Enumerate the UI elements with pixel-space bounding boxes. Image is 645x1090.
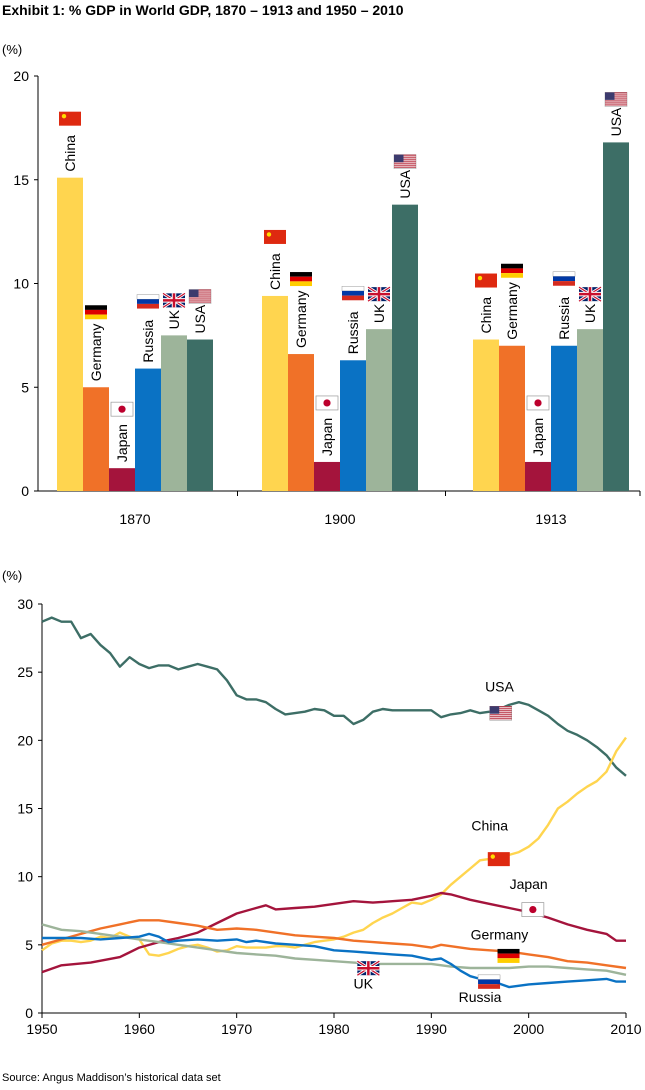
bar (473, 339, 499, 491)
germany-flag-icon (497, 948, 520, 963)
uk-flag-icon (162, 292, 186, 309)
bar-label: Japan (530, 418, 546, 456)
series-label: Germany (471, 926, 529, 942)
china-flag-icon (475, 273, 497, 288)
y-tick-label: 5 (21, 379, 29, 395)
uk-flag-icon (356, 959, 381, 977)
source-note: Source: Angus Maddison’s historical data… (2, 1072, 221, 1084)
y-axis-unit-label: (%) (2, 568, 22, 583)
bar-label: USA (192, 304, 208, 333)
usa-flag-icon (188, 289, 212, 304)
bar-label: Germany (88, 324, 104, 382)
bar-label: China (478, 297, 494, 334)
y-tick-label: 0 (21, 483, 29, 499)
bar-label: UK (582, 303, 598, 323)
bar (161, 335, 187, 491)
x-tick-label: 1950 (26, 1021, 57, 1037)
x-tick-label: 1900 (324, 511, 355, 527)
bar (187, 339, 213, 491)
bar (314, 461, 340, 491)
bar (340, 360, 366, 491)
russia-flag-icon (136, 294, 160, 309)
japan-flag-icon (315, 395, 339, 411)
bar-label: China (62, 135, 78, 172)
bar (135, 368, 161, 491)
bar-label: Japan (114, 424, 130, 462)
y-tick-label: 20 (13, 68, 29, 84)
y-tick-label: 20 (17, 732, 33, 748)
y-tick-label: 30 (17, 596, 33, 612)
bar (262, 295, 288, 491)
bar-chart: (%) 0 5 10 15 20 1870 China Germany Japan Russia UK… (2, 42, 641, 527)
bar-label: Russia (140, 320, 156, 363)
series-label: Japan (510, 876, 548, 892)
russia-flag-icon (552, 271, 576, 286)
bar (109, 468, 135, 491)
series-label: China (471, 817, 508, 833)
japan-flag-icon (110, 401, 134, 417)
series-line (42, 932, 626, 989)
x-tick-label: 1980 (318, 1021, 349, 1037)
y-tick-label: 10 (13, 276, 29, 292)
bar (577, 329, 603, 491)
bar-label: Germany (293, 290, 309, 348)
usa-flag-icon (393, 154, 417, 169)
bar-label: Japan (319, 418, 335, 456)
bar (603, 142, 629, 491)
japan-flag-icon (521, 902, 545, 917)
series-line (41, 923, 627, 976)
exhibit-title: Exhibit 1: % GDP in World GDP, 1870 – 19… (2, 2, 404, 18)
bar (366, 329, 392, 491)
series-label: UK (353, 975, 373, 991)
uk-flag-icon (367, 285, 391, 303)
bar (83, 387, 109, 491)
y-axis-unit-label: (%) (2, 42, 22, 57)
bar (57, 177, 83, 492)
x-tick-label: 1970 (221, 1021, 252, 1037)
x-tick-label: 1870 (119, 511, 150, 527)
y-tick-label: 25 (17, 664, 33, 680)
x-tick-label: 2000 (513, 1021, 544, 1037)
bar-label: USA (397, 169, 413, 198)
bar-label: UK (371, 303, 387, 323)
x-tick-label: 2010 (610, 1021, 641, 1037)
bar-label: Russia (556, 297, 572, 340)
usa-flag-icon (489, 706, 512, 721)
bar (525, 461, 551, 491)
series-line (41, 919, 627, 970)
y-tick-label: 15 (13, 172, 29, 188)
china-flag-icon (264, 229, 286, 244)
y-tick-label: 5 (25, 937, 33, 953)
germany-flag-icon (290, 272, 312, 287)
y-tick-label: 15 (17, 801, 33, 817)
series-label: Russia (459, 989, 502, 1005)
bar (551, 345, 577, 491)
russia-flag-icon (341, 286, 365, 301)
germany-flag-icon (85, 305, 107, 320)
series-line (41, 616, 627, 777)
bar (499, 345, 525, 491)
usa-flag-icon (604, 92, 628, 107)
x-tick-label: 1990 (416, 1021, 447, 1037)
bar (392, 204, 418, 491)
series-label: USA (485, 678, 514, 694)
bar (288, 354, 314, 491)
bar-label: USA (608, 107, 624, 136)
bar-label: China (267, 253, 283, 290)
china-flag-icon (59, 111, 81, 126)
x-tick-label: 1960 (124, 1021, 155, 1037)
bar-label: Germany (504, 282, 520, 340)
bar-label: Russia (345, 311, 361, 354)
bar-label: UK (166, 309, 182, 329)
russia-flag-icon (477, 974, 501, 989)
japan-flag-icon (526, 395, 550, 411)
china-flag-icon (487, 852, 510, 867)
germany-flag-icon (501, 263, 523, 278)
y-tick-label: 10 (17, 869, 33, 885)
x-tick-label: 1913 (535, 511, 566, 527)
y-tick-label: 0 (25, 1005, 33, 1021)
uk-flag-icon (578, 285, 602, 303)
